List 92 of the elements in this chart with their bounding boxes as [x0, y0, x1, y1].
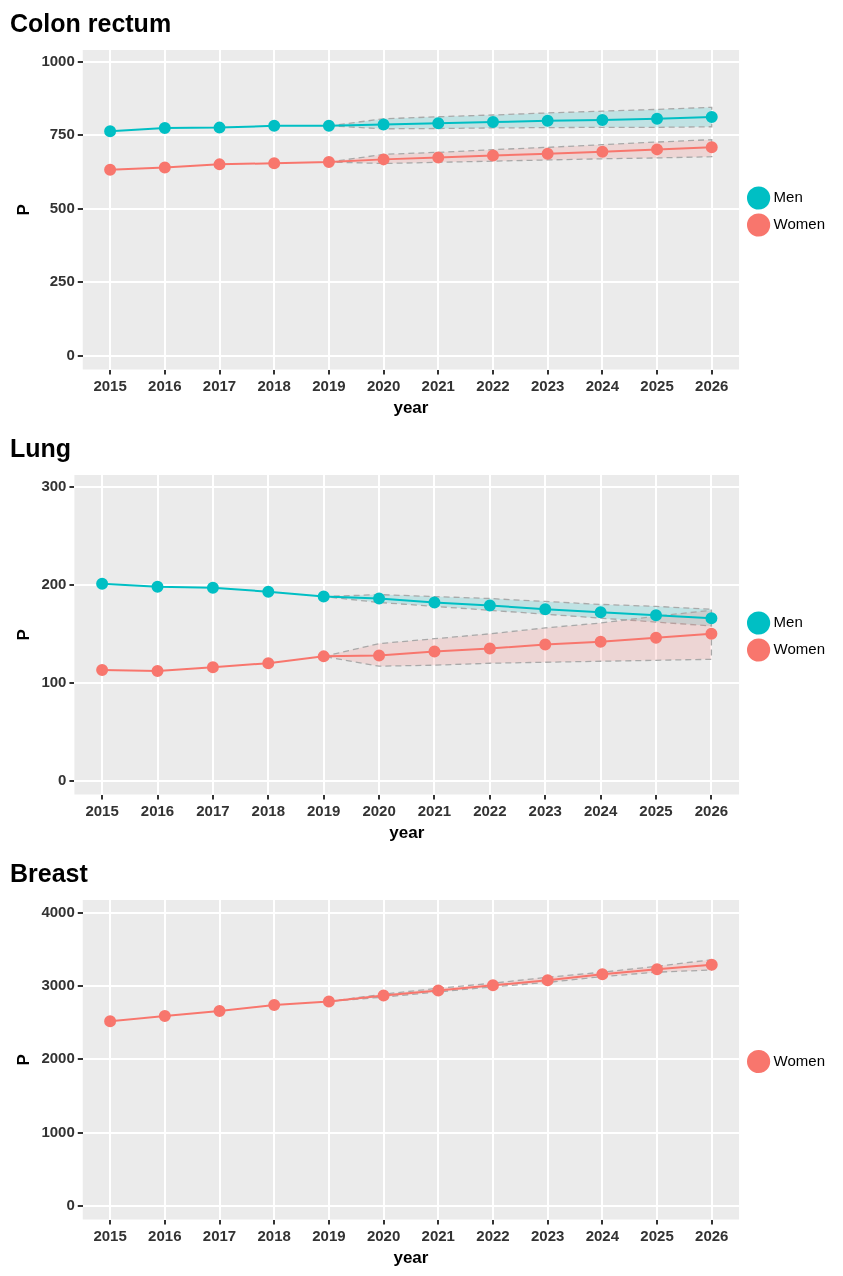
x-tick-label: 2024	[583, 801, 618, 819]
legend-label: Women	[773, 1051, 826, 1069]
x-tick-label: 2026	[695, 376, 729, 394]
y-axis-title: P	[13, 629, 33, 641]
legend-label: Women	[773, 215, 826, 233]
point	[151, 665, 164, 678]
y-tick-label: 500	[49, 198, 75, 216]
y-tick-label: 1000	[41, 51, 75, 69]
x-tick-label: 2018	[257, 376, 291, 394]
y-tick-label: 0	[66, 1195, 75, 1213]
legend-label: Women	[773, 640, 826, 658]
y-tick-label: 100	[41, 672, 67, 690]
x-tick-label: 2019	[306, 801, 341, 819]
x-tick-label: 2021	[417, 801, 452, 819]
y-tick-label: 0	[66, 345, 75, 363]
x-tick-label: 2025	[639, 801, 673, 819]
point	[213, 158, 226, 171]
point	[262, 657, 275, 670]
y-tick-label: 2000	[41, 1049, 75, 1067]
point	[268, 157, 281, 170]
x-tick-label: 2026	[695, 1226, 729, 1244]
y-axis-title: P	[13, 1054, 33, 1066]
x-tick-label: 2020	[366, 376, 401, 394]
x-tick-label: 2016	[148, 1226, 182, 1244]
x-tick-label: 2024	[585, 376, 620, 394]
x-tick-label: 2021	[421, 376, 455, 394]
x-tick-label: 2023	[528, 801, 562, 819]
point	[705, 627, 718, 640]
point	[539, 638, 552, 651]
x-axis-title: year	[389, 823, 425, 843]
x-tick-label: 2017	[202, 376, 237, 394]
point	[262, 585, 275, 598]
legend-label: Men	[773, 613, 803, 631]
point	[373, 649, 386, 662]
point	[96, 577, 109, 590]
chart-title: Breast	[10, 858, 89, 887]
x-tick-label: 2019	[312, 1226, 346, 1244]
x-tick-label: 2018	[251, 801, 285, 819]
x-tick-label: 2022	[476, 1226, 510, 1244]
x-tick-label: 2023	[530, 1226, 565, 1244]
x-tick-label: 2019	[312, 376, 346, 394]
point	[428, 645, 441, 658]
x-axis-title: year	[393, 398, 429, 418]
x-tick-label: 2026	[694, 801, 729, 819]
point	[317, 650, 330, 663]
point	[151, 580, 164, 593]
point	[213, 1004, 226, 1017]
point	[206, 581, 219, 594]
y-tick-label: 250	[49, 272, 75, 290]
y-axis-title: P	[13, 204, 33, 216]
y-tick-label: 750	[49, 125, 75, 143]
x-tick-label: 2025	[640, 1226, 674, 1244]
y-tick-label: 3000	[41, 976, 75, 994]
point	[158, 1010, 171, 1023]
x-tick-label: 2015	[93, 376, 127, 394]
point	[213, 121, 226, 134]
point	[158, 161, 171, 174]
point	[268, 119, 281, 132]
x-tick-label: 2015	[93, 1226, 127, 1244]
legend-label: Men	[773, 188, 803, 206]
point	[594, 635, 607, 648]
point	[268, 999, 281, 1012]
x-tick-label: 2024	[585, 1226, 620, 1244]
y-tick-label: 1000	[41, 1122, 75, 1140]
point	[104, 1015, 117, 1028]
x-tick-label: 2022	[473, 801, 507, 819]
chart-title: Lung	[10, 433, 72, 462]
x-tick-label: 2017	[196, 801, 230, 819]
y-tick-label: 300	[41, 476, 67, 494]
x-tick-label: 2020	[366, 1226, 401, 1244]
point	[158, 121, 171, 134]
x-axis-title: year	[393, 1248, 429, 1268]
x-tick-label: 2016	[148, 376, 182, 394]
x-tick-label: 2020	[362, 801, 396, 819]
x-tick-label: 2015	[85, 801, 119, 819]
x-tick-label: 2022	[476, 376, 510, 394]
chart-title: Colon rectum	[10, 8, 172, 37]
x-tick-label: 2025	[640, 376, 674, 394]
x-tick-label: 2023	[530, 376, 565, 394]
x-tick-label: 2017	[202, 1226, 237, 1244]
point	[104, 163, 117, 176]
x-tick-label: 2016	[140, 801, 175, 819]
point	[483, 642, 496, 655]
x-tick-label: 2018	[257, 1226, 291, 1244]
point	[104, 125, 117, 138]
y-tick-label: 4000	[41, 902, 75, 920]
point	[650, 631, 663, 644]
point	[206, 661, 219, 674]
y-tick-label: 200	[41, 574, 67, 592]
point	[96, 664, 109, 677]
y-tick-label: 0	[58, 771, 67, 789]
x-tick-label: 2021	[421, 1226, 455, 1244]
